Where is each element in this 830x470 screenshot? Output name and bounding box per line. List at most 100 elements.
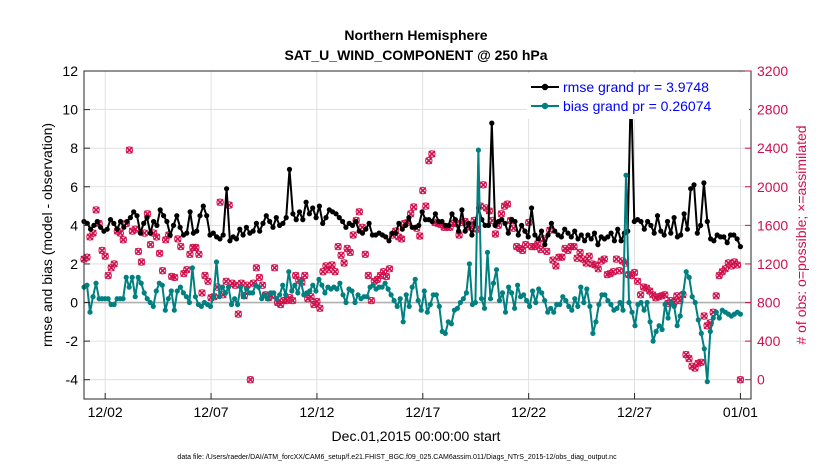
obs-assimilated-point [558,253,566,261]
rmse-point [668,230,674,236]
obs-assimilated-point [634,277,642,285]
y-axis-ticks: -4 -2 0 2 4 6 8 10 12 [62,63,90,388]
obs-possible-point [503,200,512,208]
y2-tick-label: 2800 [757,102,788,118]
bias-point [256,284,262,290]
bias-point [433,292,439,298]
bias-point [388,292,394,298]
bias-point [569,307,575,313]
rmse-point [343,224,349,230]
obs-assimilated-point [101,252,109,260]
bias-point [472,299,478,306]
bias-point [216,294,223,300]
legend-rmse-marker [541,83,549,91]
obs-assimilated-point [186,250,194,258]
obs-assimilated-point [252,264,260,272]
obs-possible-point [270,264,279,272]
rmse-point [194,228,200,234]
obs-assimilated-point [125,146,133,154]
obs-assimilated-point [700,312,708,320]
bias-point [515,282,521,288]
bias-point [87,309,93,315]
obs-assimilated-point [198,289,206,297]
bias-point [644,299,650,306]
obs-assimilated-point [110,260,118,268]
bias-point [241,294,247,300]
obs-assimilated-point [183,266,191,274]
bias-point [511,305,518,311]
y2-tick-label: 3200 [757,63,788,79]
obs-assimilated-point [204,277,212,285]
rmse-point [151,218,157,225]
y2-tick-label: 1200 [757,256,788,272]
obs-assimilated-point [92,206,100,214]
obs-possible-point [255,273,264,282]
bias-point [533,299,539,306]
rmse-point [446,222,452,228]
bias-point [442,330,448,336]
y2-tick-label: 2000 [757,179,788,195]
bias-point [632,323,638,329]
rmse-point [107,217,114,223]
rmse-point [678,232,684,238]
rmse-point [141,220,147,226]
obs-possible-point [497,210,506,218]
obs-possible-point [116,229,125,237]
bias-point [192,294,198,300]
bias-point [466,261,472,267]
obs-possible-point [119,236,128,244]
bias-point [460,296,466,302]
bias-point [713,309,719,315]
bias-point [213,259,220,265]
rmse-point [737,244,744,250]
obs-possible-point [246,376,255,384]
obs-assimilated-point [522,241,530,249]
bias-series [81,147,744,385]
obs-possible-point [158,267,167,275]
rmse-point [204,213,210,219]
bias-point [424,309,430,315]
obs-possible-point [101,252,109,260]
rmse-point [545,232,551,238]
bias-point [572,296,578,302]
rmse-point [538,228,545,234]
obs-assimilated-point [600,255,608,263]
bias-point [153,288,159,294]
obs-assimilated-point [630,269,639,277]
obs-possible-point [192,243,200,252]
bias-point [584,286,590,292]
bias-point [629,309,635,315]
obs-assimilated-point [594,265,602,273]
rmse-point [111,220,117,226]
bias-point [680,290,686,296]
obs-possible-point [289,296,297,305]
obs-possible-point [331,268,339,276]
obs-assimilated-point [159,267,167,275]
bias-point [542,298,548,304]
obs-possible-point [428,150,436,158]
obs-assimilated-point [153,233,161,241]
obs-assimilated-point [410,203,418,211]
rmse-point [664,218,671,225]
plot-frame [83,70,752,400]
bias-point [355,292,361,298]
bias-point [436,303,442,309]
obs-assimilated-point [313,298,321,306]
y-tick-label: 0 [70,295,78,311]
obs-assimilated-point [582,259,590,267]
bias-point [487,296,494,302]
obs-assimilated-point [385,265,394,273]
rmse-point [512,218,518,225]
rmse-point [84,220,90,226]
footnote: data file: /Users/raeder/DAI/ATM_forcXX/… [177,454,617,461]
bias-point [135,274,141,280]
rmse-point [104,226,110,232]
obs-assimilated-point [497,210,505,218]
rmse-point [585,232,591,238]
obs-assimilated-point [733,261,741,269]
obs-assimilated-point [736,376,744,384]
rmse-point [399,226,405,232]
bias-point [502,309,509,315]
rmse-point [429,218,435,225]
obs-assimilated-point [712,292,720,300]
